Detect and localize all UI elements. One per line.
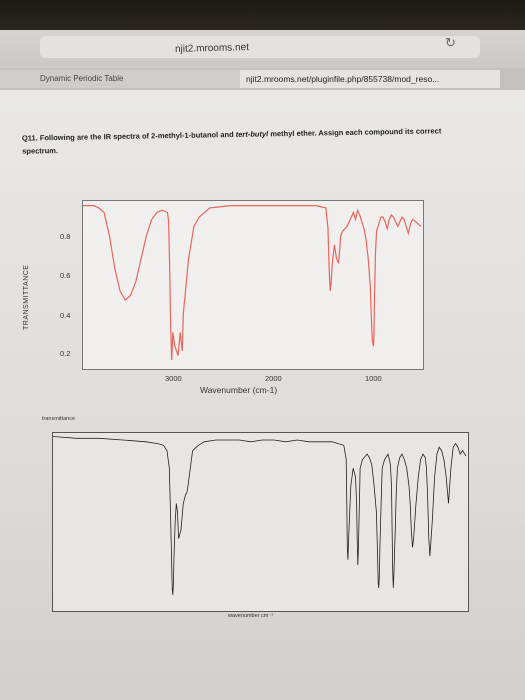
spectrum-2-y-axis-label: transmittance [42, 416, 76, 422]
question-middle: and [218, 129, 236, 140]
spectrum-2-x-axis-label: wavenumber cm⁻¹ [228, 613, 274, 619]
spectrum-1-xtick-2000: 2000 [265, 374, 282, 383]
spectrum-1-xtick-3000: 3000 [165, 374, 182, 383]
spectrum-1-svg [83, 204, 422, 361]
spectrum-1-ytick-0.8: 0.8 [60, 232, 71, 241]
spectrum-2-plot-area [52, 432, 469, 612]
spectrum-1-x-axis-label: Wavenumber (cm-1) [200, 385, 278, 395]
spectrum-1-series-line [83, 204, 422, 361]
spectrum-1-xtick-1000: 1000 [365, 374, 382, 383]
compound-1: 2-methyl-1-butanol [151, 130, 219, 141]
spectrum-1-plot-area [82, 200, 424, 370]
spectrum-1-ytick-0.6: 0.6 [60, 271, 71, 280]
spectrum-1-ytick-0.4: 0.4 [60, 311, 71, 320]
address-bar[interactable] [40, 36, 480, 58]
compound-2: tert-butyl [235, 129, 269, 139]
spectrum-2-svg [52, 436, 467, 595]
reload-icon[interactable]: ↻ [445, 35, 456, 50]
spectrum-1-y-axis-label: TRANSMITTANCE [23, 264, 30, 330]
spectrum-2-series-line [52, 436, 467, 595]
address-host[interactable]: njit2.mrooms.net [174, 42, 250, 55]
tab-pluginfile[interactable]: njit2.mrooms.net/pluginfile.php/855738/m… [240, 70, 500, 88]
spectrum-1-ytick-0.2: 0.2 [60, 349, 71, 358]
tab-dynamic-periodic-table[interactable]: Dynamic Periodic Table [0, 70, 240, 88]
question-prefix: Q11. Following are the IR spectra of [21, 131, 152, 143]
